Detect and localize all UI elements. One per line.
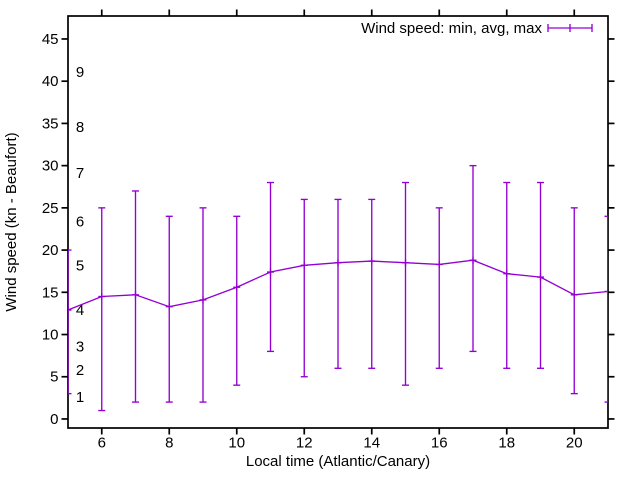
beaufort-scale-labels: 1 2 3 4 5 6 7 8 9 bbox=[76, 64, 84, 406]
axis-ticks bbox=[61, 9, 615, 435]
y-tick-label: 20 bbox=[42, 242, 59, 259]
y-tick-label: 5 bbox=[50, 369, 58, 386]
y-tick-label: 10 bbox=[42, 327, 59, 344]
y-tick-label: 25 bbox=[42, 200, 59, 217]
y-axis-title: Wind speed (kn - Beaufort) bbox=[3, 132, 20, 311]
x-tick-label: 20 bbox=[566, 435, 583, 452]
beaufort-label: 1 bbox=[76, 389, 84, 406]
x-tick-label: 14 bbox=[363, 435, 380, 452]
beaufort-label: 8 bbox=[76, 119, 84, 136]
x-axis-title: Local time (Atlantic/Canary) bbox=[246, 453, 430, 470]
legend-errorbar-sample-icon bbox=[547, 24, 593, 32]
x-tick-label: 16 bbox=[431, 435, 448, 452]
y-tick-label: 30 bbox=[42, 158, 59, 175]
beaufort-label: 4 bbox=[76, 302, 84, 319]
beaufort-label: 7 bbox=[76, 165, 84, 182]
beaufort-label: 3 bbox=[76, 338, 84, 355]
x-tick-label: 18 bbox=[498, 435, 515, 452]
y-tick-label: 15 bbox=[42, 284, 59, 301]
y-tick-label: 0 bbox=[50, 411, 58, 428]
beaufort-label: 5 bbox=[76, 257, 84, 274]
x-tick-label: 8 bbox=[165, 435, 173, 452]
beaufort-label: 2 bbox=[76, 362, 84, 379]
x-tick-label: 12 bbox=[296, 435, 313, 452]
errorbar-series bbox=[68, 164, 608, 412]
legend-label: Wind speed: min, avg, max bbox=[361, 20, 542, 37]
legend: Wind speed: min, avg, max bbox=[361, 20, 593, 37]
beaufort-label: 9 bbox=[76, 64, 84, 81]
y-tick-label: 40 bbox=[42, 73, 59, 90]
x-tick-label: 10 bbox=[228, 435, 245, 452]
avg-line bbox=[68, 259, 608, 311]
x-tick-label: 6 bbox=[98, 435, 106, 452]
beaufort-label: 6 bbox=[76, 213, 84, 230]
y-tick-label: 35 bbox=[42, 115, 59, 132]
y-tick-label: 45 bbox=[42, 31, 59, 48]
